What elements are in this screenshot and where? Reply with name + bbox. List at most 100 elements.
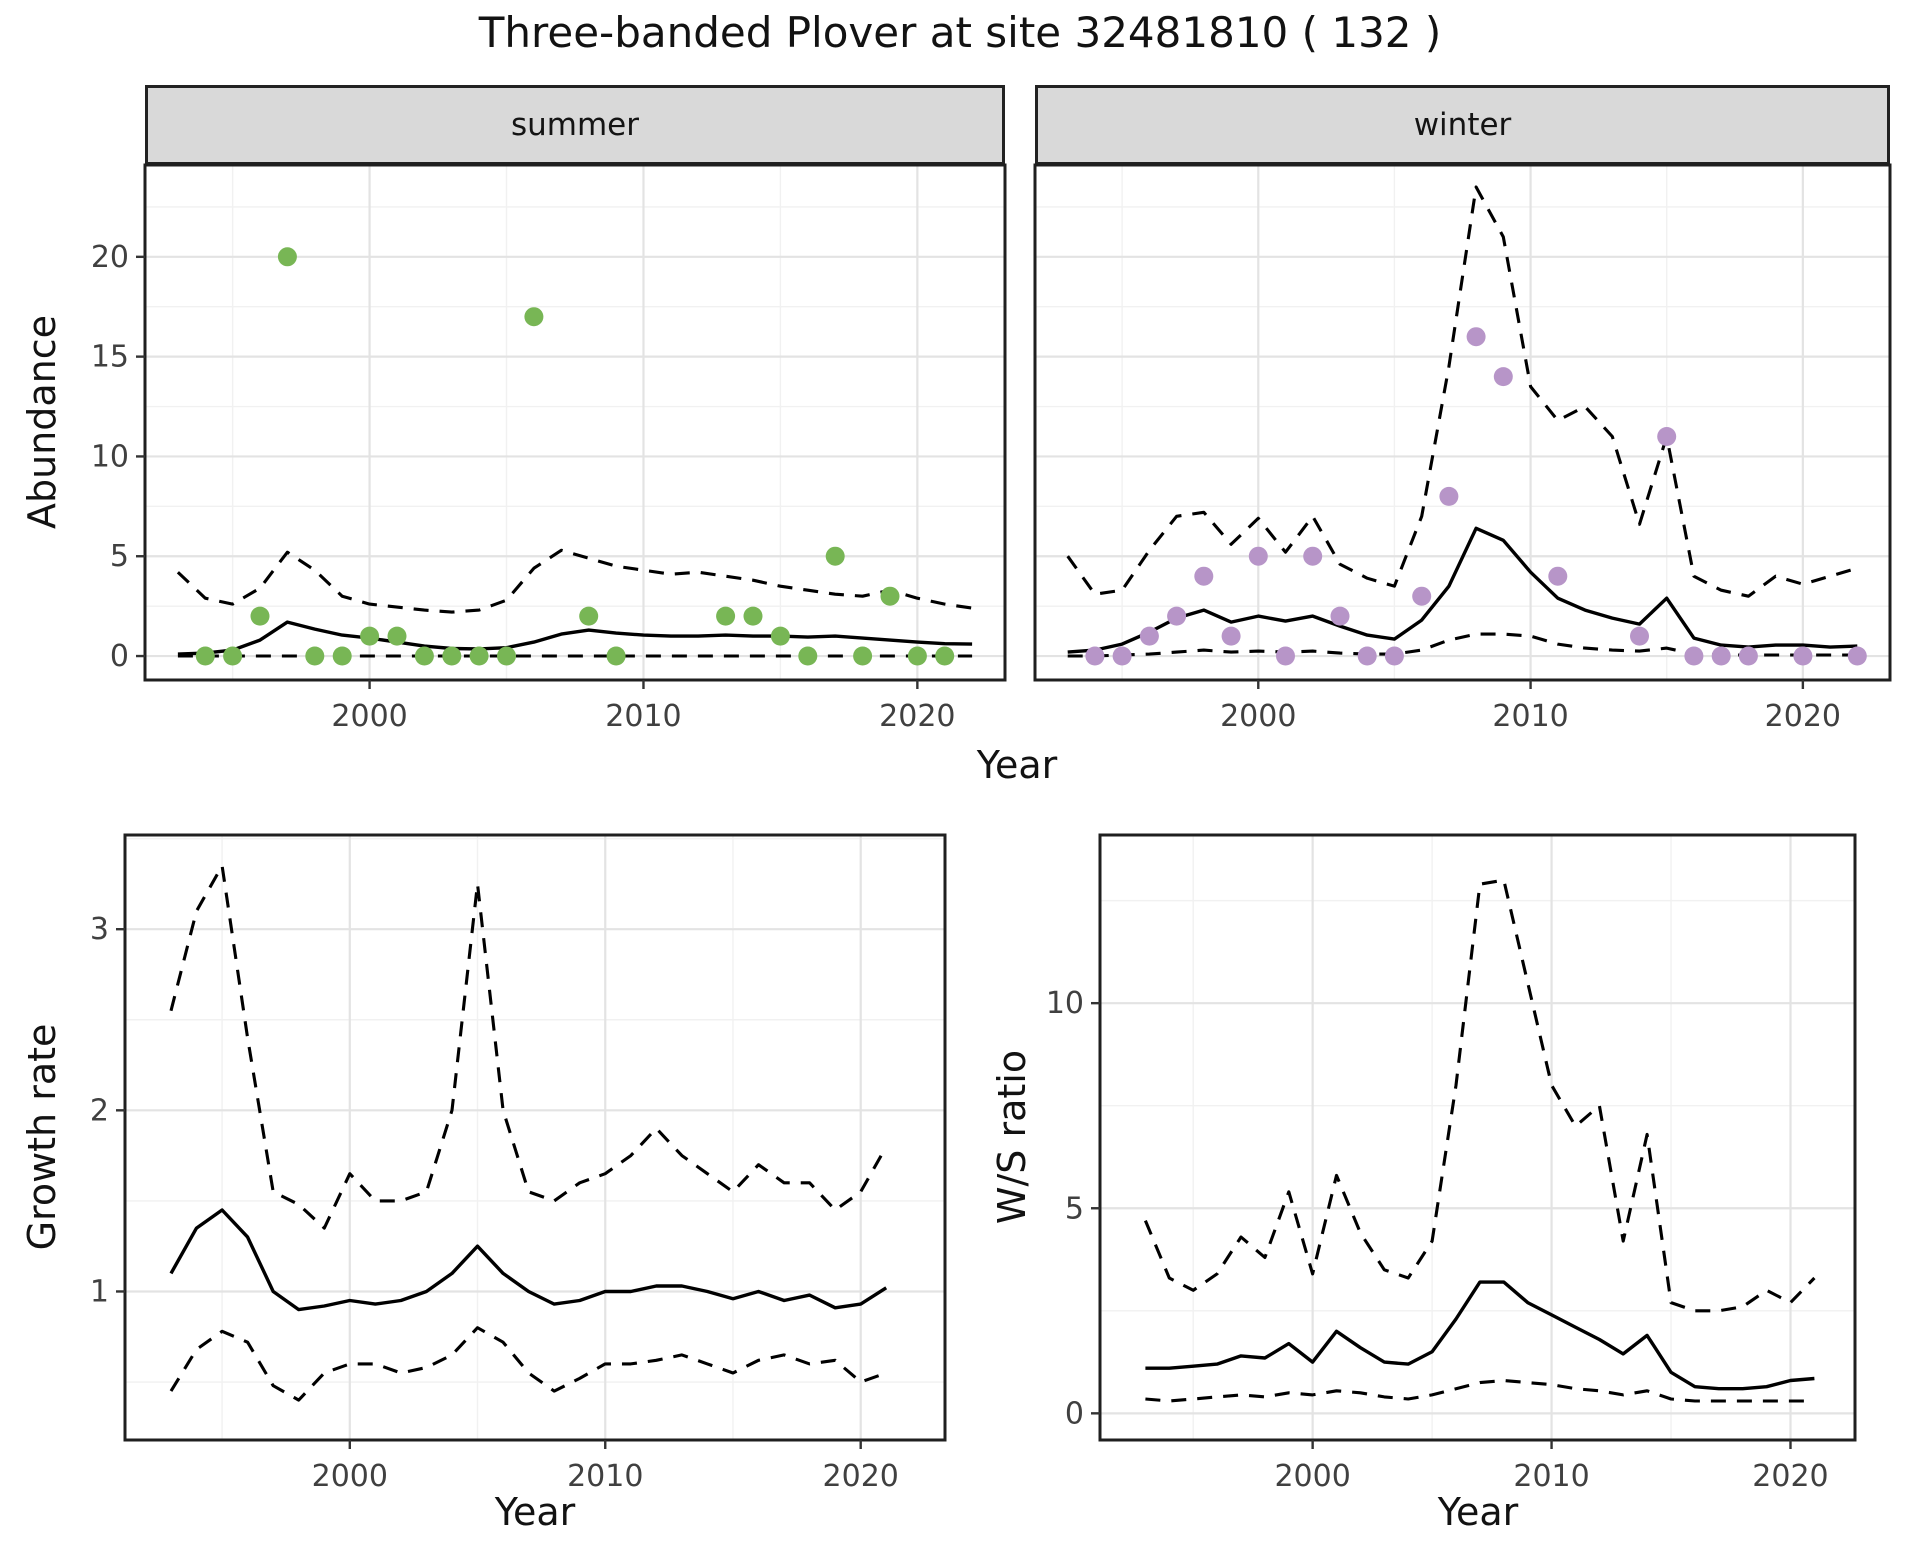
panel-background xyxy=(1035,165,1890,680)
panel-border xyxy=(1098,833,1857,1442)
observation-point xyxy=(277,247,297,267)
panel-summer-abundance: 2000 2010 2020 0 5 10 15 20 xyxy=(91,163,1007,734)
series-mean xyxy=(1145,1280,1815,1391)
observation-point xyxy=(1303,546,1323,566)
observation-point xyxy=(1194,566,1214,586)
observation-point xyxy=(524,307,544,327)
observation-point xyxy=(579,606,599,626)
observation-point xyxy=(825,546,845,566)
observation-point xyxy=(770,626,790,646)
plot-title: Three-banded Plover at site 32481810 ( 1… xyxy=(478,8,1442,57)
observation-point xyxy=(880,586,900,606)
observation-point xyxy=(1276,646,1295,666)
observation-point xyxy=(1711,646,1731,666)
y-tick-label: 5 xyxy=(110,539,129,574)
y-tick-label: 10 xyxy=(1046,986,1084,1021)
series-upper95 xyxy=(176,548,973,614)
observation-point xyxy=(1112,646,1132,666)
panel-ws-ratio: 2000 2010 2020 0 5 10 xyxy=(1046,833,1857,1494)
x-tick-label: 2010 xyxy=(1513,1459,1589,1494)
series-lower95 xyxy=(1145,1378,1815,1403)
x-tick-label: 2020 xyxy=(879,699,955,734)
observation-point xyxy=(1330,606,1350,626)
observation-point xyxy=(1684,646,1704,666)
observation-point xyxy=(798,646,818,666)
y-axis-title-abundance: Abundance xyxy=(20,314,64,530)
observation-point xyxy=(1248,546,1268,566)
y-tick-label: 2 xyxy=(90,1093,109,1128)
x-tick-label: 2000 xyxy=(1274,1459,1350,1494)
panel-border xyxy=(143,163,1007,682)
x-axis-title-growth-rate: Year xyxy=(494,1490,576,1534)
y-tick-label: 15 xyxy=(91,340,129,375)
x-tick-label: 2000 xyxy=(331,699,407,734)
observation-point xyxy=(195,646,215,666)
y-axis-title-growth-rate: Growth rate xyxy=(20,1023,64,1251)
observation-point xyxy=(332,646,352,666)
x-tick-label: 2010 xyxy=(1492,699,1568,734)
observation-point xyxy=(1221,626,1241,646)
x-tick-label: 2020 xyxy=(823,1459,899,1494)
observation-point xyxy=(1167,606,1187,626)
x-tick-label: 2020 xyxy=(1765,699,1841,734)
y-tick-label: 1 xyxy=(90,1274,109,1309)
observation-point xyxy=(1630,626,1649,646)
observation-point xyxy=(250,606,270,626)
x-tick-label: 2010 xyxy=(567,1459,643,1494)
x-tick-label: 2000 xyxy=(312,1459,388,1494)
observation-point xyxy=(1738,646,1758,666)
y-tick-label: 3 xyxy=(90,912,109,947)
observation-point xyxy=(387,626,407,646)
observation-point xyxy=(1439,486,1459,506)
series-mean xyxy=(1067,526,1858,654)
x-tick-label: 2000 xyxy=(1220,699,1296,734)
y-tick-label: 20 xyxy=(91,240,129,275)
panel-background xyxy=(125,835,945,1440)
x-axis-title-ws-ratio: Year xyxy=(1437,1490,1519,1534)
observation-point xyxy=(305,646,325,666)
observation-point xyxy=(716,606,736,626)
observation-point xyxy=(1466,327,1486,347)
series-mean xyxy=(169,1208,888,1312)
observation-point xyxy=(853,646,873,666)
x-tick-label: 2010 xyxy=(605,699,681,734)
panel-winter-abundance: 2000 2010 2020 xyxy=(1033,163,1892,734)
x-axis-title-top: Year xyxy=(976,743,1058,787)
y-axis-title-ws-ratio: W/S ratio xyxy=(990,1049,1034,1225)
observation-point xyxy=(907,646,927,666)
panel-border xyxy=(1033,163,1892,682)
observation-point xyxy=(935,646,955,666)
observation-point xyxy=(1412,586,1432,606)
observation-point xyxy=(442,646,462,666)
observation-point xyxy=(743,606,763,626)
observation-point xyxy=(497,646,516,666)
observation-point xyxy=(469,646,489,666)
observation-point xyxy=(606,646,626,666)
y-tick-label: 0 xyxy=(110,639,129,674)
facet-strip-winter-label: winter xyxy=(1413,107,1512,143)
y-tick-label: 10 xyxy=(91,439,129,474)
panel-growth-rate: 2000 2010 2020 1 2 3 xyxy=(90,833,947,1494)
panel-background xyxy=(145,165,1005,680)
series-mean xyxy=(177,620,973,656)
facet-strip-winter: winter xyxy=(1035,85,1890,165)
series-upper95 xyxy=(1066,185,1858,598)
observation-point xyxy=(1793,646,1813,666)
y-tick-label: 0 xyxy=(1065,1396,1084,1431)
series-upper95 xyxy=(169,864,888,1230)
x-tick-label: 2020 xyxy=(1752,1459,1828,1494)
observation-point xyxy=(1384,646,1404,666)
facet-strip-summer: summer xyxy=(145,85,1005,165)
series-upper95 xyxy=(1143,878,1816,1313)
panel-background xyxy=(1100,835,1855,1440)
observation-point xyxy=(1139,626,1159,646)
facet-strip-summer-label: summer xyxy=(510,107,639,143)
observation-point xyxy=(414,646,434,666)
observation-point xyxy=(360,626,380,646)
observation-point xyxy=(1085,646,1105,666)
observation-point xyxy=(1657,427,1677,446)
observation-point xyxy=(1847,646,1867,666)
observation-point xyxy=(1357,646,1377,666)
